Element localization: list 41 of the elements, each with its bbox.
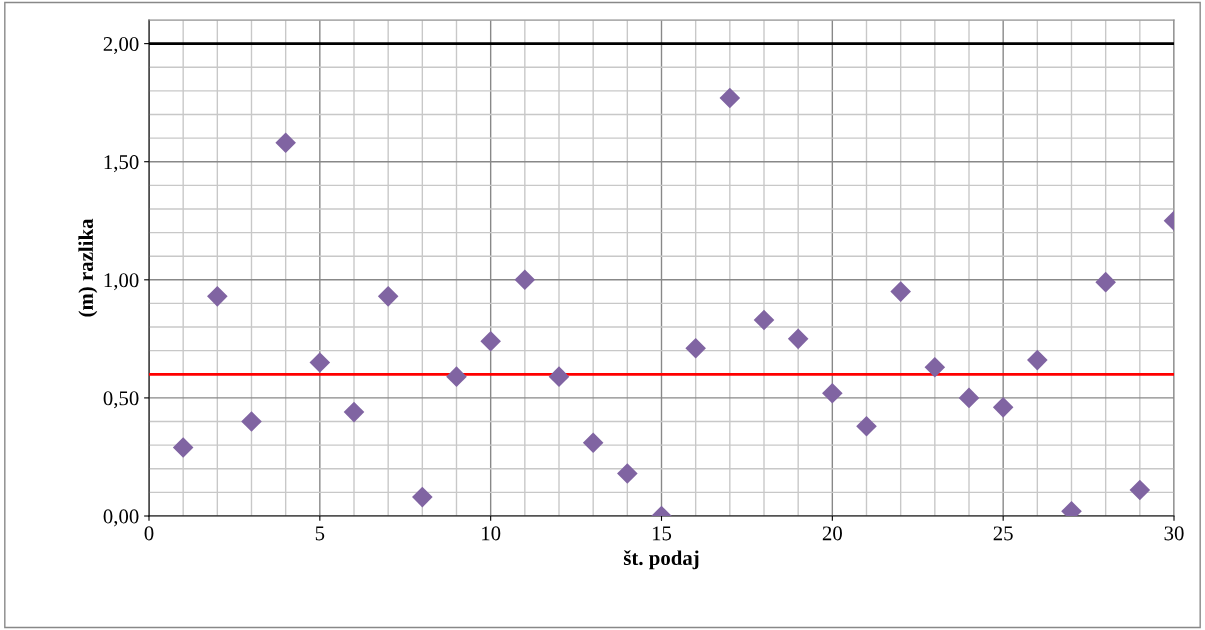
point xyxy=(514,269,536,291)
point xyxy=(207,286,228,307)
point xyxy=(719,87,741,109)
point xyxy=(992,397,1014,418)
point xyxy=(275,132,296,154)
x-tick-label: 25 xyxy=(993,526,1013,541)
point xyxy=(582,432,604,454)
y-axis-title: (m) razlika xyxy=(78,218,98,317)
x-axis-title: št. podaj xyxy=(623,550,699,570)
x-tick-label: 5 xyxy=(315,526,325,541)
y-tick-label: 1,50 xyxy=(104,155,139,173)
point xyxy=(1129,479,1151,501)
point xyxy=(172,437,194,458)
x-tick-label: 15 xyxy=(652,526,672,541)
point xyxy=(958,387,980,409)
point xyxy=(412,486,433,508)
point xyxy=(787,328,809,350)
y-tick-label: 2,00 xyxy=(103,36,139,55)
point xyxy=(480,330,501,352)
point xyxy=(890,281,911,302)
point xyxy=(548,366,570,387)
y-tick-label: 0,00 xyxy=(103,509,139,527)
point xyxy=(856,415,877,437)
x-tick-label: 30 xyxy=(1164,526,1184,541)
point xyxy=(309,352,331,373)
point xyxy=(241,411,262,432)
point xyxy=(924,356,946,378)
point xyxy=(822,382,843,404)
point xyxy=(377,286,399,307)
point xyxy=(685,338,706,359)
point xyxy=(1027,349,1048,371)
point xyxy=(617,463,638,484)
point xyxy=(753,309,775,331)
y-tick-label: 1,00 xyxy=(104,273,139,291)
x-tick-label: 0 xyxy=(144,526,154,541)
x-tick-label: 20 xyxy=(822,526,842,541)
point xyxy=(1095,271,1116,293)
y-tick-label: 0,50 xyxy=(103,391,139,409)
point xyxy=(446,366,467,387)
x-tick-label: 10 xyxy=(482,526,501,541)
point xyxy=(343,401,365,423)
